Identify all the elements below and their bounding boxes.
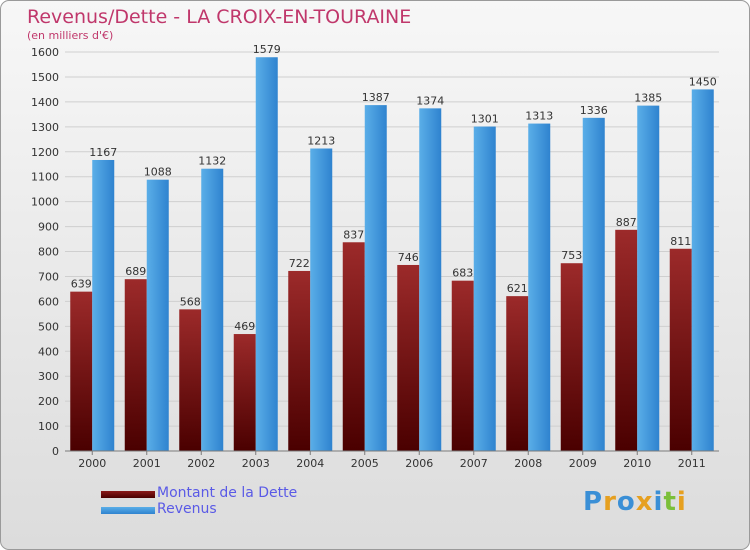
data-label: 469 <box>234 320 255 333</box>
x-tick-label: 2000 <box>78 457 106 470</box>
x-tick-label: 2002 <box>187 457 215 470</box>
data-labels: 639 1167 689 1088 568 1132 469 1579 722 1213 837 13… <box>71 43 717 333</box>
y-axis-ticks: 0 100 200 300 400 500 600 700 800 900 1000 1100 1200… <box>31 46 59 458</box>
logo-letter: P <box>583 487 604 517</box>
revenue-bar <box>419 108 442 451</box>
y-tick-label: 200 <box>38 395 59 408</box>
data-label: 1313 <box>525 110 553 123</box>
y-tick-label: 400 <box>38 345 59 358</box>
x-tick-label: 2009 <box>569 457 597 470</box>
data-label: 1385 <box>634 92 662 105</box>
data-label: 621 <box>507 282 528 295</box>
revenue-bar <box>255 57 278 451</box>
logo-letter: x <box>635 487 654 517</box>
y-tick-label: 0 <box>52 445 59 458</box>
proxiti-logo: Proxiti <box>583 487 687 517</box>
revenue-bar <box>146 179 169 451</box>
y-tick-label: 300 <box>38 370 59 383</box>
chart-title: Revenus/Dette - LA CROIX-EN-TOURAINE <box>27 6 412 28</box>
data-label: 683 <box>452 267 473 280</box>
legend-swatch-revenue <box>101 507 155 514</box>
logo-letter: i <box>676 487 687 517</box>
legend-swatch-debt <box>101 491 155 498</box>
y-tick-label: 900 <box>38 221 59 234</box>
x-tick-label: 2003 <box>242 457 270 470</box>
x-tick-label: 2011 <box>678 457 706 470</box>
grid-lines <box>65 51 719 452</box>
y-tick-label: 100 <box>38 420 59 433</box>
data-label: 1579 <box>253 43 281 56</box>
y-tick-label: 1100 <box>31 171 59 184</box>
debt-bar <box>233 334 256 451</box>
bars <box>70 57 714 452</box>
x-tick-label: 2006 <box>405 457 433 470</box>
debt-bar <box>179 309 202 451</box>
debt-bar <box>451 280 474 451</box>
data-label: 811 <box>670 235 691 248</box>
debt-bar <box>342 242 365 451</box>
revenue-bar <box>310 148 333 451</box>
revenue-bar <box>201 168 224 451</box>
x-tick-label: 2008 <box>514 457 542 470</box>
data-label: 1336 <box>580 104 608 117</box>
data-label: 639 <box>71 278 92 291</box>
y-tick-label: 800 <box>38 246 59 259</box>
data-label: 887 <box>616 216 637 229</box>
data-label: 1374 <box>416 94 444 107</box>
data-label: 1088 <box>144 166 172 179</box>
data-label: 1167 <box>89 146 117 159</box>
debt-bar <box>560 263 583 451</box>
logo-letter: i <box>653 487 664 517</box>
y-tick-label: 600 <box>38 295 59 308</box>
legend-label-revenue: Revenus <box>157 501 217 517</box>
debt-bar <box>397 264 420 451</box>
data-label: 753 <box>561 249 582 262</box>
logo-letter: r <box>603 487 617 517</box>
revenue-bar <box>691 89 714 451</box>
debt-bar <box>288 270 311 451</box>
data-label: 1387 <box>362 91 390 104</box>
x-tick-label: 2005 <box>351 457 379 470</box>
y-tick-label: 1400 <box>31 96 59 109</box>
data-label: 1450 <box>689 75 717 88</box>
y-tick-label: 1000 <box>31 196 59 209</box>
revenue-bar <box>528 123 551 452</box>
data-label: 722 <box>289 257 310 270</box>
y-tick-label: 500 <box>38 320 59 333</box>
logo-letter: t <box>663 487 677 517</box>
y-tick-label: 700 <box>38 270 59 283</box>
debt-bar <box>506 296 529 451</box>
data-label: 746 <box>398 251 419 264</box>
x-tick-label: 2004 <box>296 457 324 470</box>
data-label: 568 <box>180 295 201 308</box>
data-label: 1301 <box>471 113 499 126</box>
y-tick-label: 1300 <box>31 121 59 134</box>
legend-label-debt: Montant de la Dette <box>157 485 298 501</box>
y-tick-label: 1200 <box>31 146 59 159</box>
debt-bar <box>70 291 93 451</box>
debt-bar <box>669 248 692 451</box>
revenue-bar <box>473 126 496 452</box>
logo-letter: o <box>616 487 636 517</box>
x-axis-ticks: 2000 2001 2002 2003 2004 2005 2006 2007 2008 2009… <box>78 451 706 470</box>
x-tick-label: 2001 <box>133 457 161 470</box>
x-tick-label: 2007 <box>460 457 488 470</box>
revenue-bar <box>582 117 605 452</box>
debt-bar <box>124 279 147 451</box>
chart-subtitle: (en milliers d'€) <box>27 29 114 42</box>
revenue-bar <box>92 159 115 451</box>
data-label: 1132 <box>198 155 226 168</box>
debt-bar <box>615 229 638 451</box>
data-label: 837 <box>343 228 364 241</box>
revenue-bar <box>637 105 660 451</box>
y-tick-label: 1500 <box>31 71 59 84</box>
data-label: 1213 <box>307 135 335 148</box>
revenue-bar <box>364 105 387 451</box>
x-tick-label: 2010 <box>623 457 651 470</box>
data-label: 689 <box>125 265 146 278</box>
y-tick-label: 1600 <box>31 46 59 59</box>
